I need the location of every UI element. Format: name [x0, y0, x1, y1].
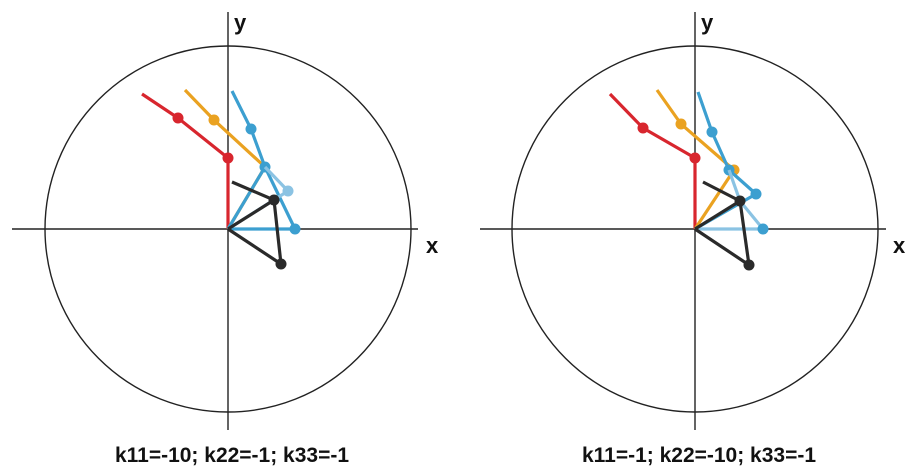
blue-joint — [706, 126, 718, 138]
blue-arm — [226, 90, 267, 230]
black-arm — [694, 180, 751, 267]
caption: k11=-10; k22=-1; k33=-1 — [115, 444, 349, 467]
light-blue-joint — [757, 223, 769, 235]
black-joint — [743, 259, 755, 271]
orange-joint — [675, 118, 687, 130]
y-axis-label: y — [234, 10, 247, 35]
red-joint — [222, 152, 234, 164]
light-blue-arm — [695, 169, 765, 231]
red-arm — [141, 92, 230, 229]
x-axis-label: x — [893, 233, 906, 258]
black-joint — [268, 194, 280, 206]
x-axis-label: x — [426, 233, 439, 258]
blue-arm-segment — [263, 166, 297, 230]
blue-joint — [245, 123, 257, 135]
black-arm-segment — [694, 199, 741, 231]
panel-right: x y k11=-1; k22=-10; k33=-1 — [480, 10, 906, 467]
red-joint — [637, 122, 649, 134]
red-joint — [172, 112, 184, 124]
red-joint — [689, 152, 701, 164]
orange-arm — [655, 89, 736, 230]
orange-joint — [208, 114, 220, 126]
black-joint — [275, 258, 287, 270]
black-arm-segment — [227, 198, 275, 231]
red-arm — [608, 92, 697, 229]
black-joint — [734, 195, 746, 207]
caption: k11=-1; k22=-10; k33=-1 — [582, 444, 816, 467]
blue-joint — [289, 223, 301, 235]
panel-left: x y k11=-10; k22=-1; k33=-1 — [12, 10, 439, 467]
black-arm — [227, 180, 283, 266]
y-axis-label: y — [701, 10, 714, 35]
blue-joint — [750, 188, 762, 200]
light-blue-joint — [282, 185, 294, 197]
